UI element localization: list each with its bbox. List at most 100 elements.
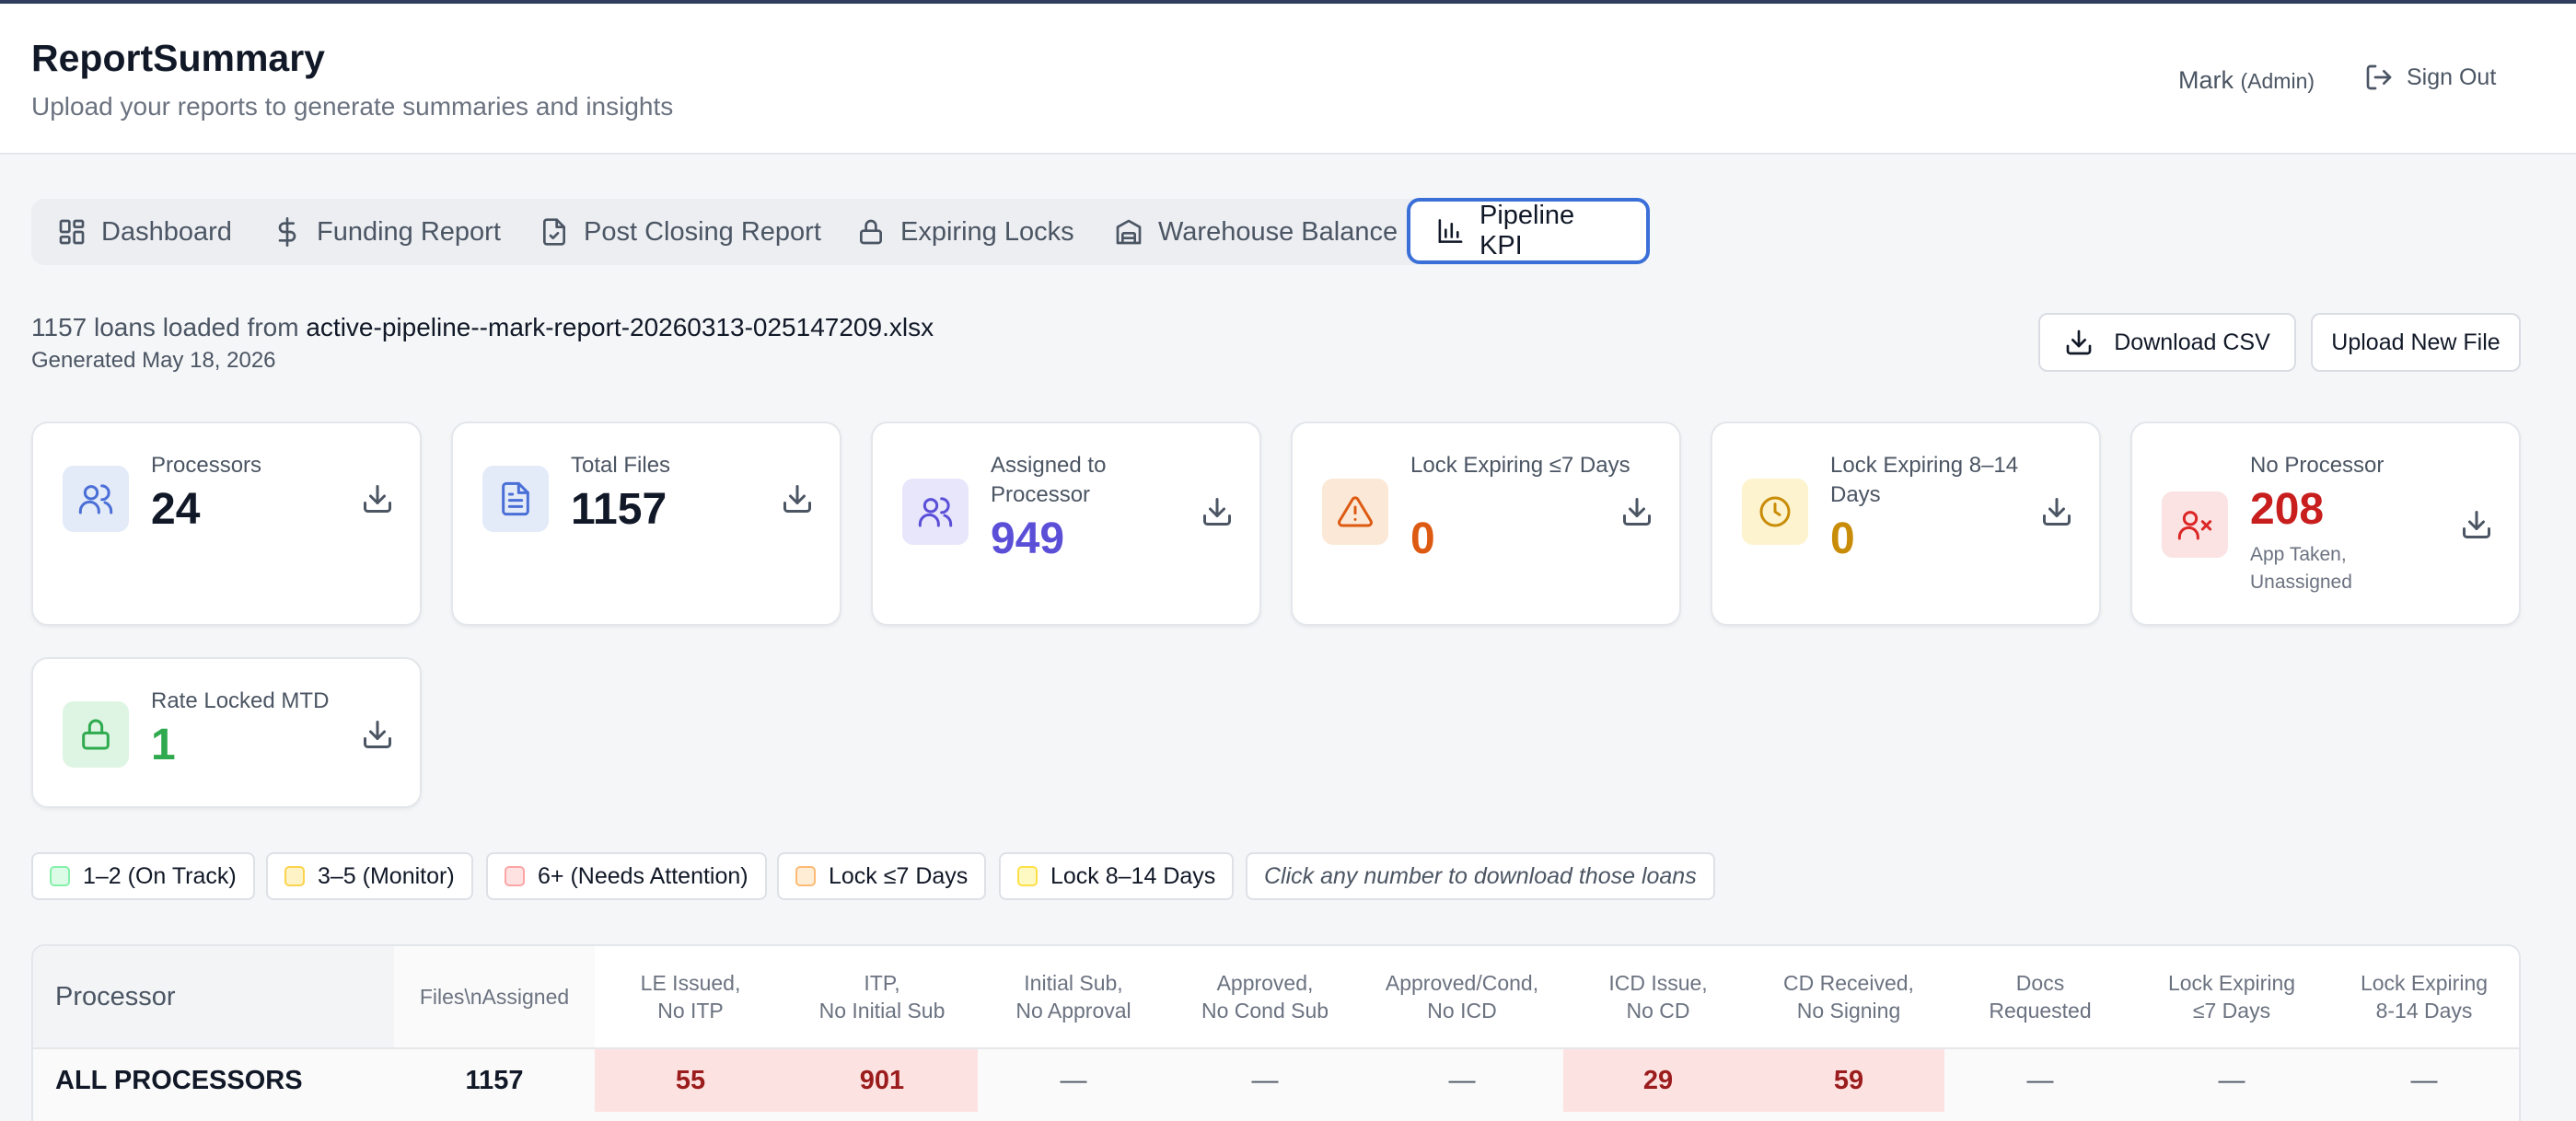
- legend-label: 6+ (Needs Attention): [538, 862, 748, 889]
- download-csv-button[interactable]: Download CSV: [2038, 313, 2296, 372]
- card-icon-box: [2162, 491, 2228, 558]
- tab-dashboard[interactable]: Dashboard: [57, 199, 232, 265]
- upload-new-file-button[interactable]: Upload New File: [2311, 313, 2521, 372]
- card-label: Lock Expiring ≤7 Days: [1410, 453, 1630, 478]
- legend-label: 1–2 (On Track): [83, 862, 237, 889]
- app-subtitle: Upload your reports to generate summarie…: [31, 92, 674, 121]
- legend-lock-8-14: Lock 8–14 Days: [999, 852, 1235, 900]
- legend-swatch: [505, 866, 525, 886]
- legend-label: 3–5 (Monitor): [318, 862, 455, 889]
- loaded-info: 1157 loans loaded from active-pipeline--…: [31, 313, 934, 342]
- cell-approved: —: [1251, 1065, 1279, 1095]
- legend-swatch: [50, 866, 70, 886]
- legend-needs-attention: 6+ (Needs Attention): [486, 852, 767, 900]
- cell-processor: ALL PROCESSORS: [55, 1065, 303, 1095]
- lock-icon: [860, 219, 882, 245]
- legend-monitor: 3–5 (Monitor): [266, 852, 473, 900]
- card-value[interactable]: 24: [151, 485, 201, 534]
- download-icon[interactable]: [1201, 495, 1234, 528]
- card-value[interactable]: 0: [1830, 514, 1855, 563]
- cell-icd-issue[interactable]: 29: [1563, 1049, 1753, 1112]
- card-icon-box: [63, 701, 129, 768]
- tab-label: Post Closing Report: [584, 216, 821, 247]
- card-value[interactable]: 1: [151, 721, 176, 769]
- card-label: Rate Locked MTD: [151, 688, 330, 713]
- header-le-issued: LE Issued, No ITP: [640, 971, 741, 1023]
- tab-funding-report[interactable]: Funding Report: [273, 199, 501, 265]
- dollar-icon: [278, 217, 296, 247]
- card-icon-box: [1742, 479, 1808, 545]
- card-label: No Processor: [2250, 453, 2385, 478]
- download-icon: [2066, 329, 2092, 355]
- legend-lock-7: Lock ≤7 Days: [777, 852, 987, 900]
- card-value[interactable]: 949: [991, 514, 1065, 563]
- header-files-bg: [394, 946, 595, 1047]
- sign-out-button[interactable]: Sign Out: [2364, 63, 2496, 92]
- cell-cd-received[interactable]: 59: [1753, 1049, 1944, 1112]
- app-title: ReportSummary: [31, 37, 325, 79]
- download-icon[interactable]: [361, 482, 394, 515]
- legend-swatch: [284, 866, 305, 886]
- tab-expiring-locks[interactable]: Expiring Locks: [856, 199, 1074, 265]
- warehouse-icon: [1116, 219, 1142, 245]
- card-note: App Taken, Unassigned: [2250, 544, 2352, 593]
- kpi-card-lock-expiring-8-14: Lock Expiring 8–14 Days 0: [1711, 422, 2101, 626]
- tab-label: Funding Report: [317, 216, 501, 247]
- legend-label: Lock ≤7 Days: [829, 862, 969, 889]
- loaded-prefix: 1157 loans loaded from: [31, 313, 299, 341]
- kpi-card-rate-locked-mtd: Rate Locked MTD 1: [31, 657, 422, 808]
- kpi-card-assigned-to-processor: Assigned to Processor 949: [871, 422, 1261, 626]
- download-icon[interactable]: [1620, 495, 1654, 528]
- card-label: Assigned to Processor: [991, 453, 1107, 507]
- header-processor-bg: [33, 946, 394, 1047]
- card-icon-box: [1322, 479, 1388, 545]
- lock-icon: [82, 719, 110, 750]
- sign-out-label: Sign Out: [2407, 64, 2497, 90]
- header-icd-issue: ICD Issue, No CD: [1608, 971, 1708, 1023]
- cell-lock-7: —: [2218, 1065, 2245, 1095]
- header-lock-7: Lock Expiring ≤7 Days: [2167, 971, 2296, 1023]
- download-icon[interactable]: [2040, 495, 2073, 528]
- user-info: Mark (Admin): [2178, 66, 2315, 95]
- cell-docs-requested: —: [2026, 1065, 2054, 1095]
- header-initial-sub: Initial Sub, No Approval: [1015, 971, 1131, 1023]
- warning-icon: [1338, 496, 1373, 527]
- tab-post-closing-report[interactable]: Post Closing Report: [540, 199, 821, 265]
- app-header: ReportSummary Upload your reports to gen…: [0, 4, 2576, 155]
- header-divider: [33, 1047, 2519, 1049]
- legend-label: Lock 8–14 Days: [1050, 862, 1216, 889]
- user-role: (Admin): [2240, 69, 2315, 93]
- tab-pipeline-kpi[interactable]: Pipeline KPI: [1407, 198, 1650, 264]
- card-label: Total Files: [571, 453, 671, 478]
- cell-files-assigned[interactable]: 1157: [394, 1049, 595, 1112]
- kpi-card-lock-expiring-7: Lock Expiring ≤7 Days 0: [1291, 422, 1681, 626]
- card-value[interactable]: 208: [2250, 485, 2325, 534]
- card-label: Lock Expiring 8–14 Days: [1830, 453, 2019, 507]
- legend-swatch: [1017, 866, 1038, 886]
- users-icon: [78, 484, 113, 514]
- tab-label: Dashboard: [101, 216, 232, 247]
- user-name: Mark: [2178, 66, 2234, 94]
- tab-label: Pipeline KPI: [1479, 201, 1575, 260]
- cell-le-issued[interactable]: 55: [595, 1049, 786, 1112]
- cell-itp[interactable]: 901: [786, 1049, 978, 1112]
- card-label: Processors: [151, 453, 262, 478]
- header-cd-received: CD Received, No Signing: [1783, 971, 1914, 1023]
- card-value[interactable]: 1157: [571, 485, 667, 534]
- tab-warehouse-balance[interactable]: Warehouse Balance: [1114, 199, 1398, 265]
- card-icon-box: [482, 466, 549, 532]
- download-icon[interactable]: [2460, 508, 2493, 541]
- download-icon[interactable]: [361, 718, 394, 751]
- header-itp: ITP, No Initial Sub: [818, 971, 946, 1023]
- top-accent-bar: [0, 0, 2576, 4]
- header-approved: Approved, No Cond Sub: [1201, 971, 1329, 1023]
- header-files-assigned: Files\nAssigned: [419, 985, 570, 1009]
- dashboard-icon: [59, 219, 85, 245]
- card-value[interactable]: 0: [1410, 514, 1435, 563]
- cell-approved-cond: —: [1448, 1065, 1476, 1095]
- clock-icon: [1759, 496, 1791, 527]
- header-approved-cond: Approved/Cond, No ICD: [1385, 971, 1539, 1023]
- download-icon[interactable]: [781, 482, 814, 515]
- main-tabs: Dashboard Funding Report Post Closing Re…: [31, 198, 1650, 265]
- header-docs-requested: Docs Requested: [1989, 971, 2092, 1023]
